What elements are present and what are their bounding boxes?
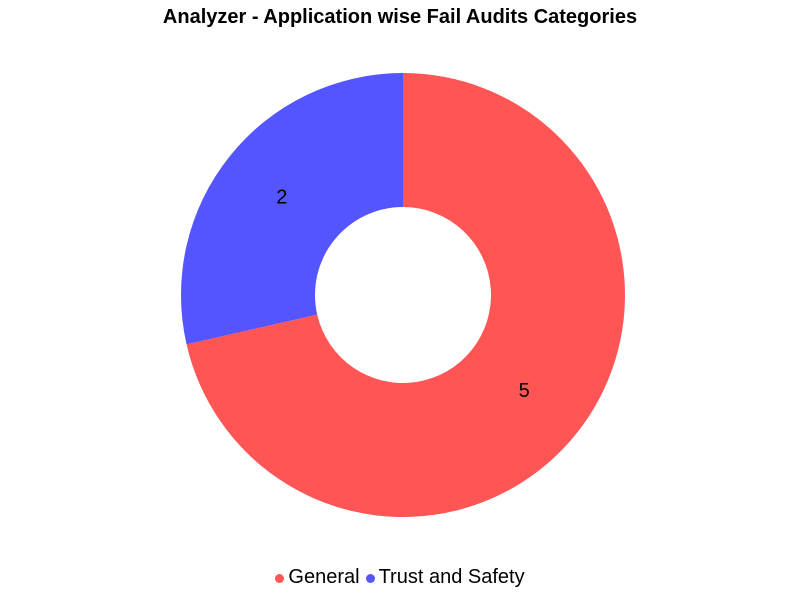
slice-trust-and-safety[interactable] — [181, 73, 403, 345]
slice-general[interactable] — [186, 73, 625, 517]
slice-label-general: 5 — [519, 380, 530, 402]
legend-item-general[interactable]: General — [275, 566, 360, 589]
legend-dot-icon — [275, 574, 285, 583]
chart-legend: General Trust and Safety — [0, 566, 800, 589]
chart-title: Analyzer - Application wise Fail Audits … — [162, 6, 638, 28]
donut-slices — [181, 73, 625, 517]
slice-label-trust-and-safety: 2 — [276, 187, 287, 209]
legend-label: General — [288, 566, 360, 588]
legend-dot-icon — [365, 574, 375, 583]
legend-label: Trust and Safety — [378, 566, 525, 588]
legend-item-trust-and-safety[interactable]: Trust and Safety — [365, 566, 525, 589]
slice-labels: 52 — [276, 187, 529, 402]
